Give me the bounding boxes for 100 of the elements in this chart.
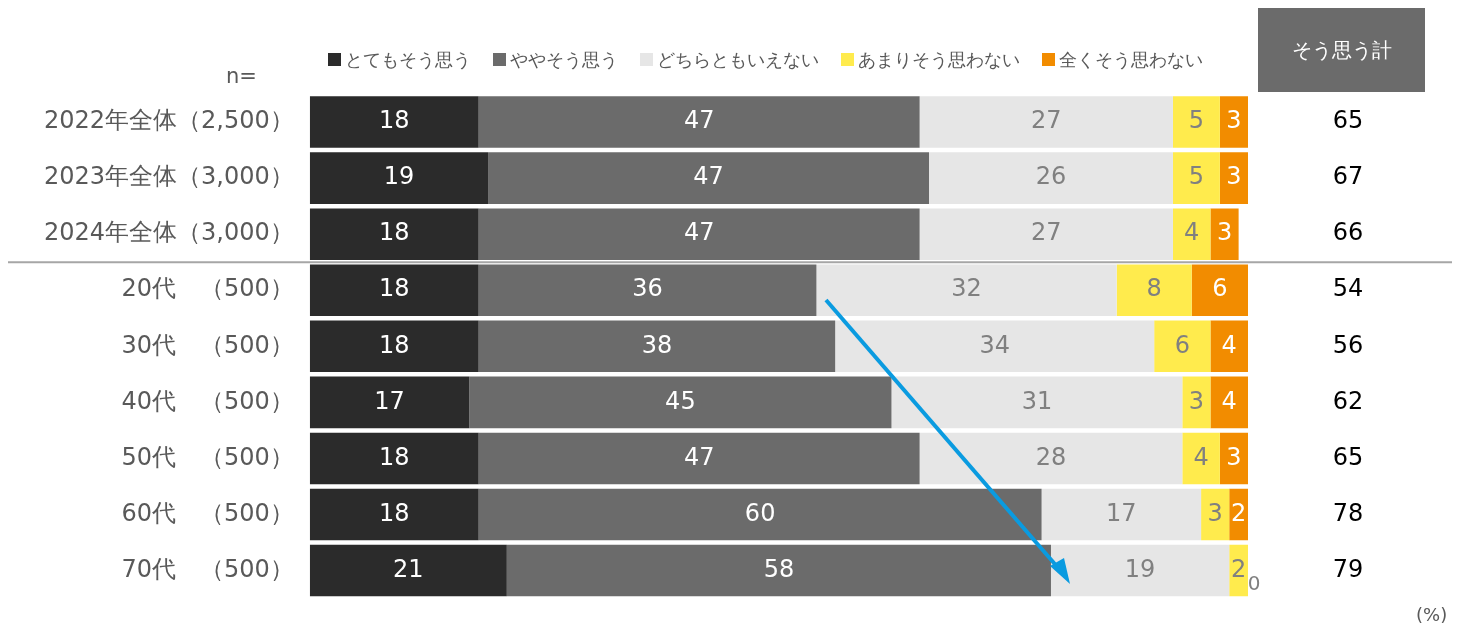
data-label: 19 bbox=[1124, 554, 1156, 583]
bar bbox=[478, 264, 817, 317]
bar bbox=[1041, 488, 1202, 541]
bar bbox=[816, 264, 1117, 317]
bar bbox=[309, 432, 479, 485]
data-label: 6 bbox=[1174, 330, 1190, 359]
y-tick-label: 50代 （500） bbox=[121, 442, 294, 471]
data-label: 18 bbox=[378, 274, 410, 303]
data-label: 4 bbox=[1221, 330, 1237, 359]
bar bbox=[488, 152, 930, 204]
data-label: 27 bbox=[1031, 106, 1062, 135]
bar bbox=[929, 152, 1173, 204]
y-tick-label: 60代 （500） bbox=[121, 498, 294, 527]
bar bbox=[309, 376, 470, 429]
data-label: 17 bbox=[374, 386, 405, 415]
data-label: 3 bbox=[1226, 162, 1242, 191]
bar bbox=[309, 544, 507, 597]
legend-label: あまりそう思わない bbox=[858, 48, 1020, 72]
bar bbox=[309, 264, 479, 317]
data-label: 0 bbox=[1247, 570, 1261, 595]
bar bbox=[1201, 488, 1230, 541]
data-label: 3 bbox=[1207, 498, 1223, 527]
y-tick-label: 20代 （500） bbox=[121, 274, 294, 303]
data-label: 3 bbox=[1226, 442, 1242, 471]
data-label: 4 bbox=[1193, 442, 1209, 471]
text: n= bbox=[226, 64, 257, 88]
y-tick-label: 40代 （500） bbox=[121, 386, 294, 415]
y-tick-label: 2023年全体（3,000） bbox=[43, 162, 294, 191]
text: 79 bbox=[1332, 554, 1364, 583]
bar bbox=[1182, 376, 1211, 429]
bar bbox=[309, 320, 479, 373]
bar bbox=[478, 208, 920, 260]
bar bbox=[1182, 432, 1220, 485]
text: (%) bbox=[1416, 604, 1448, 625]
data-label: 2 bbox=[1230, 498, 1247, 527]
bar bbox=[1210, 376, 1248, 429]
data-label: 47 bbox=[693, 162, 724, 191]
data-label: 5 bbox=[1188, 106, 1205, 135]
data-label: 5 bbox=[1188, 162, 1205, 191]
data-label: 58 bbox=[763, 554, 795, 583]
data-label: 47 bbox=[683, 442, 715, 471]
bar bbox=[1172, 96, 1220, 148]
data-label: 3 bbox=[1188, 386, 1205, 415]
data-label: 31 bbox=[1021, 386, 1053, 415]
text: そう思う計 bbox=[1258, 8, 1425, 92]
data-label: 36 bbox=[632, 274, 663, 303]
bar bbox=[919, 208, 1173, 260]
text: 66 bbox=[1332, 218, 1364, 247]
y-tick-label: 2024年全体（3,000） bbox=[43, 218, 294, 247]
data-label: 19 bbox=[383, 162, 415, 191]
legend-label: 全くそう思わない bbox=[1059, 48, 1203, 72]
data-label: 38 bbox=[641, 330, 673, 359]
bar bbox=[478, 96, 920, 148]
text: 65 bbox=[1332, 106, 1364, 135]
bar bbox=[309, 152, 489, 204]
bar bbox=[1210, 208, 1239, 260]
data-label: 26 bbox=[1035, 162, 1067, 191]
bar bbox=[1116, 264, 1192, 317]
legend-label: とてもそう思う bbox=[345, 48, 471, 72]
text: 78 bbox=[1332, 498, 1364, 527]
legend-label: ややそう思う bbox=[510, 48, 618, 72]
text: 54 bbox=[1332, 274, 1364, 303]
bar bbox=[1172, 152, 1220, 204]
data-label: 18 bbox=[378, 442, 410, 471]
text: 65 bbox=[1332, 442, 1364, 471]
bar bbox=[309, 96, 479, 148]
data-label: 45 bbox=[665, 386, 696, 415]
bar bbox=[891, 376, 1183, 429]
data-label: 3 bbox=[1226, 106, 1242, 135]
data-label: 4 bbox=[1221, 386, 1237, 415]
data-label: 32 bbox=[951, 274, 982, 303]
data-label: 18 bbox=[378, 498, 410, 527]
data-label: 4 bbox=[1184, 218, 1200, 247]
bar bbox=[506, 544, 1051, 597]
y-tick-label: 30代 （500） bbox=[121, 330, 294, 359]
bar bbox=[1154, 320, 1211, 373]
bar bbox=[1050, 544, 1230, 597]
data-label: 34 bbox=[979, 330, 1010, 359]
data-label: 47 bbox=[683, 106, 715, 135]
data-label: 3 bbox=[1216, 218, 1233, 247]
data-label: 2 bbox=[1230, 554, 1247, 583]
data-label: 17 bbox=[1106, 498, 1137, 527]
bar bbox=[919, 432, 1183, 485]
bar bbox=[478, 488, 1042, 541]
bar bbox=[469, 376, 892, 429]
y-tick-label: 70代 （500） bbox=[121, 554, 294, 583]
data-label: 21 bbox=[393, 554, 424, 583]
data-label: 27 bbox=[1031, 218, 1062, 247]
data-label: 8 bbox=[1146, 274, 1162, 303]
bar bbox=[478, 432, 920, 485]
bar bbox=[309, 208, 479, 260]
bar bbox=[1172, 208, 1211, 260]
data-label: 47 bbox=[683, 218, 715, 247]
bar bbox=[309, 488, 479, 541]
bar bbox=[1219, 152, 1248, 204]
text: 62 bbox=[1332, 386, 1364, 415]
legend-label: どちらともいえない bbox=[657, 48, 819, 72]
text: 67 bbox=[1332, 162, 1364, 191]
bar bbox=[1219, 432, 1248, 485]
data-label: 28 bbox=[1035, 442, 1067, 471]
